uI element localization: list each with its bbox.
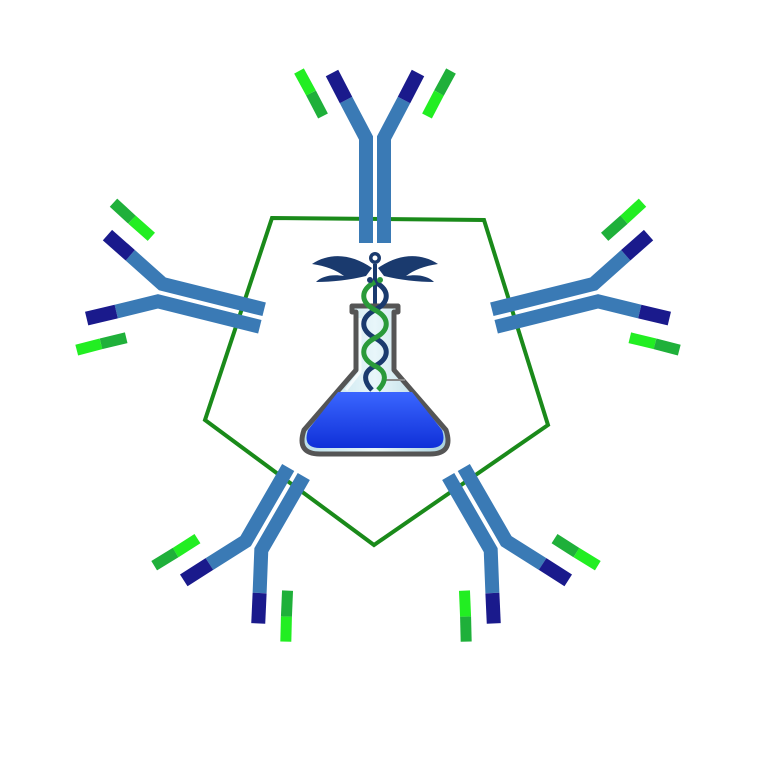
- antibody-bottom-right-icon: [390, 434, 598, 642]
- antibody-bottom-left-icon: [154, 434, 362, 642]
- erlenmeyer-flask-icon: [299, 303, 451, 457]
- caduceus-snakes-icon: [361, 277, 389, 392]
- antibody-left-icon: [77, 203, 281, 392]
